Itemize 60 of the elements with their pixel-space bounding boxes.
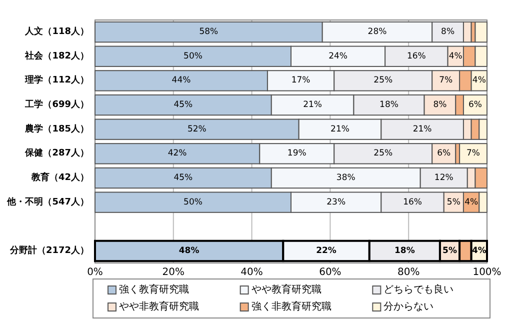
bar <box>459 143 488 164</box>
data-label: 12% <box>434 172 454 183</box>
data-label: 50% <box>184 51 202 62</box>
data-label: 16% <box>406 51 426 62</box>
data-label: 19% <box>287 148 306 159</box>
x-tick-label: 60% <box>319 267 342 278</box>
data-label: 5% <box>446 197 460 208</box>
x-tick-label: 0% <box>87 267 103 278</box>
data-label: 21% <box>303 100 322 110</box>
data-label: 18% <box>394 246 416 256</box>
legend-label: やや非教育研究職 <box>119 300 199 312</box>
data-label: 7% <box>439 76 453 86</box>
data-label: 6% <box>437 148 451 159</box>
bar <box>474 21 488 43</box>
data-label: 23% <box>326 197 346 208</box>
data-label: 8% <box>433 100 447 110</box>
data-label: 4% <box>464 197 478 208</box>
data-label: 18% <box>380 100 398 110</box>
legend-label: 分からない <box>384 300 434 312</box>
y-tick-label: 他・不明（547人） <box>6 196 89 208</box>
data-label: 21% <box>412 124 432 134</box>
y-tick-label: 人文（118人） <box>24 26 89 38</box>
data-label: 7% <box>466 148 480 159</box>
y-tick-label: 理学（112人） <box>24 74 89 86</box>
data-label: 25% <box>374 76 393 86</box>
data-label: 8% <box>441 27 455 38</box>
data-label: 28% <box>368 27 387 38</box>
data-label: 16% <box>403 197 422 208</box>
data-label: 58% <box>199 27 218 38</box>
y-tick-label: 保健（287人） <box>24 148 89 159</box>
data-label: 52% <box>187 124 206 134</box>
data-label: 4% <box>472 76 486 86</box>
data-label: 6% <box>468 100 482 110</box>
y-tick-label: 社会（182人） <box>24 50 89 62</box>
data-label: 5% <box>442 246 458 256</box>
y-tick-label: 工学（699人） <box>24 99 89 110</box>
y-tick-label: 農学（185人） <box>24 123 89 134</box>
data-label: 22% <box>316 246 337 256</box>
data-label: 17% <box>291 76 310 86</box>
legend-label: やや教育研究職 <box>251 284 322 296</box>
legend-label: 強く非教育研究職 <box>251 300 332 312</box>
data-label: 45% <box>174 100 193 110</box>
data-label: 44% <box>172 76 191 86</box>
y-tick-label: 教育（42人） <box>30 170 89 183</box>
x-tick-label: 80% <box>397 267 420 278</box>
x-tick-label: 20% <box>162 267 185 278</box>
data-label: 25% <box>374 148 393 159</box>
x-tick-label: 100% <box>472 267 502 278</box>
data-label: 42% <box>168 148 187 159</box>
data-label: 21% <box>330 124 350 134</box>
data-label: 45% <box>174 172 193 183</box>
x-tick-label: 40% <box>240 267 263 278</box>
data-label: 38% <box>336 172 356 183</box>
data-label: 4% <box>448 51 462 62</box>
data-label: 24% <box>328 51 348 62</box>
y-tick-label: 分野計（2172人） <box>8 244 89 256</box>
legend-label: どちらでも良い <box>384 284 454 296</box>
data-label: 50% <box>184 197 202 208</box>
data-label: 48% <box>178 246 200 256</box>
legend-label: 強く教育研究職 <box>119 284 189 296</box>
